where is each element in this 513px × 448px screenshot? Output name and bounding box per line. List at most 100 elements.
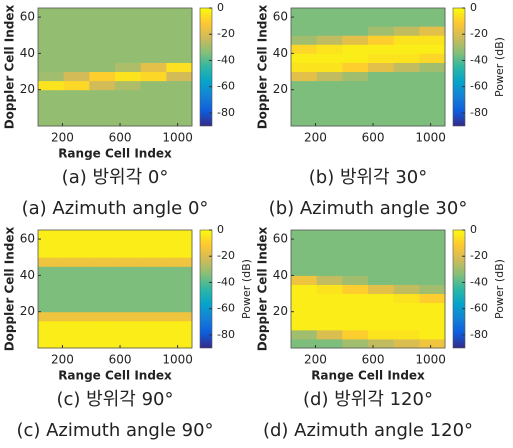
heat-cell [342, 71, 369, 82]
y-tick-label: 20 [273, 82, 288, 96]
heat-cell [291, 239, 318, 249]
heat-cell [291, 302, 318, 313]
heat-cell [166, 284, 193, 295]
heat-cell [342, 44, 369, 54]
y-tick-label: 20 [273, 304, 288, 318]
heat-cell [115, 80, 142, 91]
heat-cell [368, 257, 395, 267]
heat-cell [38, 329, 65, 340]
heat-cell [38, 71, 65, 82]
heat-cell [393, 8, 420, 18]
heat-cell [63, 116, 90, 127]
heat-cell [316, 116, 343, 127]
heat-cell [63, 44, 90, 54]
heat-cell [291, 80, 318, 91]
heat-cell [342, 329, 369, 340]
heat-cell [419, 239, 446, 249]
heat-cell [89, 239, 116, 249]
heat-cell [166, 107, 193, 118]
heat-cell [368, 311, 395, 322]
heat-cell [393, 107, 420, 118]
heat-cell [115, 35, 142, 45]
heat-cell [115, 239, 142, 249]
heat-cell [368, 302, 395, 313]
heat-cell [291, 293, 318, 304]
heat-cell [63, 293, 90, 304]
heat-cell [140, 275, 167, 285]
heat-cell [38, 8, 65, 18]
y-tick-label: 40 [20, 46, 35, 60]
heat-cell [140, 338, 167, 349]
heat-cell [89, 116, 116, 127]
y-tick-label: 60 [273, 10, 288, 24]
heat-cell [166, 35, 193, 45]
heat-cell [342, 320, 369, 331]
heat-cell [63, 107, 90, 118]
heat-cell [419, 248, 446, 258]
x-tick-label: 200 [51, 353, 74, 367]
heat-cell [342, 257, 369, 267]
heat-cell [166, 293, 193, 304]
heat-cell [63, 302, 90, 313]
heat-cell [89, 257, 116, 267]
heat-cell [419, 293, 446, 304]
heat-cell [115, 275, 142, 285]
colorbar-tick-label: -60 [217, 302, 235, 315]
heat-cell [291, 53, 318, 63]
heat-cell [140, 8, 167, 18]
heat-cell [419, 116, 446, 127]
heat-cell [166, 98, 193, 109]
heat-cell [166, 302, 193, 313]
heat-cell [166, 329, 193, 340]
heat-cell [166, 311, 193, 322]
heat-cell [89, 338, 116, 349]
heat-cell [89, 275, 116, 285]
heat-cell [393, 53, 420, 63]
heat-cell [368, 26, 395, 36]
heat-cell [419, 311, 446, 322]
heat-cell [393, 320, 420, 331]
heat-cell [63, 230, 90, 240]
heat-cell [166, 275, 193, 285]
x-tick-label: 1000 [415, 131, 446, 145]
heat-cell [316, 266, 343, 276]
heat-cell [419, 17, 446, 27]
heat-cell [89, 53, 116, 63]
heat-cell [291, 248, 318, 258]
heat-cell [115, 89, 142, 100]
heat-cell [115, 44, 142, 54]
y-tick-label: 40 [273, 268, 288, 282]
heat-cell [115, 329, 142, 340]
heat-cell [316, 53, 343, 63]
heat-cell [291, 329, 318, 340]
heat-cell [291, 62, 318, 73]
colorbar-label: Power (dB) [493, 37, 506, 97]
heat-cell [115, 26, 142, 36]
heat-cell [166, 80, 193, 91]
heat-cell [316, 320, 343, 331]
heat-cell [342, 26, 369, 36]
x-tick-label: 1000 [162, 131, 193, 145]
heat-cell [393, 275, 420, 285]
heat-cell [89, 62, 116, 73]
colorbar-tick-label: -80 [217, 106, 235, 119]
heat-cell [419, 71, 446, 82]
heat-cell [419, 230, 446, 240]
colorbar [452, 229, 466, 349]
x-axis-label: Range Cell Index [58, 147, 172, 161]
heat-cell [89, 248, 116, 258]
heat-cell [166, 230, 193, 240]
colorbar-tick-label: -80 [217, 328, 235, 341]
heat-cell [291, 71, 318, 82]
heat-cell [316, 239, 343, 249]
heat-cell [63, 62, 90, 73]
heat-cell [115, 230, 142, 240]
heat-cell [368, 107, 395, 118]
heat-cell [89, 17, 116, 27]
y-tick-label: 40 [20, 268, 35, 282]
heat-cell [140, 107, 167, 118]
colorbar-tick-label: -20 [470, 27, 488, 40]
heat-cell [140, 320, 167, 331]
caption: (a) Azimuth angle 0° [22, 198, 209, 219]
heat-cell [419, 80, 446, 91]
